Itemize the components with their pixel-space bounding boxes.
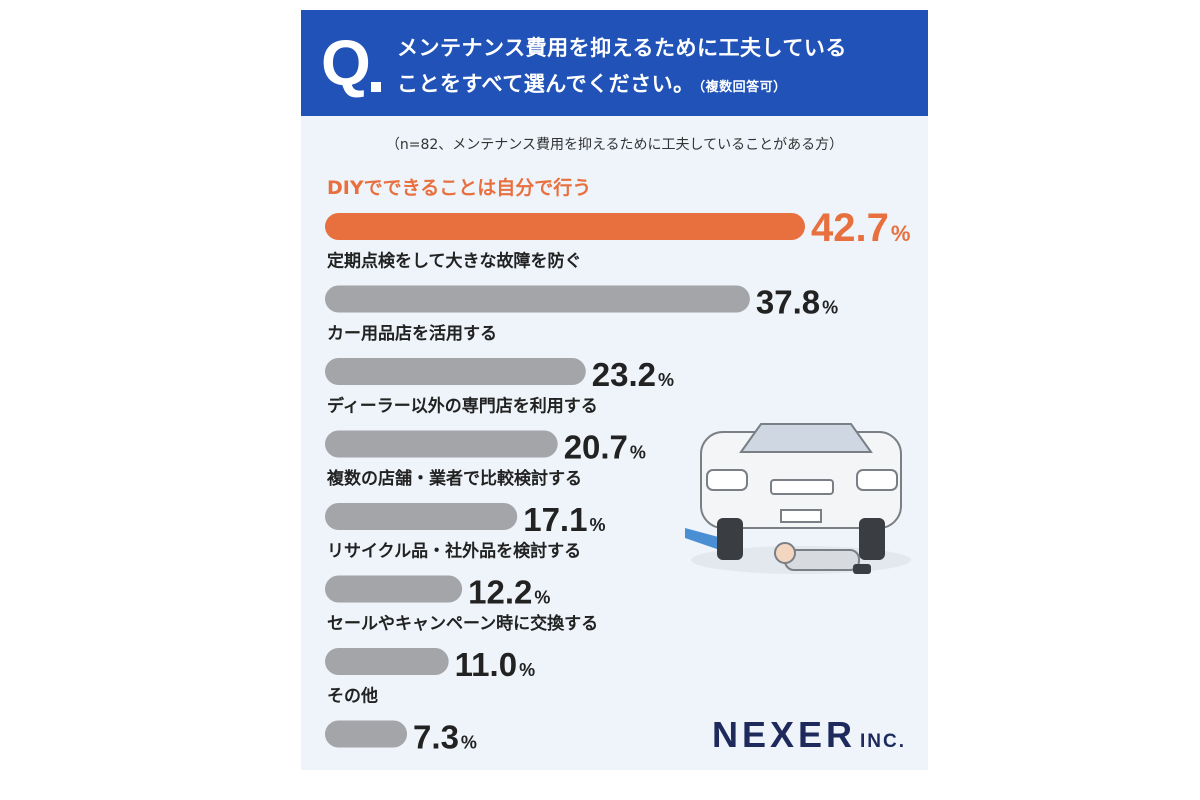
value-label: 20.7%: [564, 429, 646, 466]
value-label: 37.8%: [756, 284, 838, 321]
value-unit: %: [519, 660, 535, 680]
value-unit: %: [891, 221, 911, 246]
value-number: 20.7: [564, 429, 628, 466]
category-label: DIYでできることは自分で行う: [327, 176, 591, 199]
survey-card: Q メンテナンス費用を抑えるために工夫している ことをすべて選んでください。 （複…: [301, 10, 928, 770]
category-label: カー用品店を活用する: [327, 323, 497, 344]
value-label: 42.7%: [811, 206, 910, 250]
value-unit: %: [822, 298, 838, 318]
value-label: 12.2%: [468, 574, 550, 611]
value-label: 7.3%: [413, 719, 477, 756]
car-mechanic-illustration: [685, 423, 911, 574]
value-number: 42.7: [811, 206, 889, 250]
bar-chart: DIYでできることは自分で行う 42.7% 定期点検をして大きな故障を防ぐ 37.8%…: [325, 176, 910, 756]
brand-logo: NEXER INC.: [712, 714, 906, 756]
category-label: 複数の店舗・業者で比較検討する: [326, 468, 582, 489]
value-unit: %: [658, 370, 674, 390]
sample-note: （n=82、メンテナンス費用を抑えるために工夫していることがある方）: [385, 137, 844, 153]
value-number: 12.2: [468, 574, 532, 611]
value-label: 23.2%: [592, 356, 674, 393]
category-label: リサイクル品・社外品を検討する: [327, 541, 581, 562]
bar: [325, 430, 558, 458]
question-dot-icon: [371, 82, 381, 92]
question-letter: Q: [321, 27, 371, 99]
category-label: その他: [327, 686, 378, 707]
category-label: セールやキャンペーン時に交換する: [327, 613, 598, 634]
bar: [325, 648, 449, 675]
value-unit: %: [534, 588, 550, 608]
mechanic-icon: [774, 542, 871, 574]
bar: [325, 213, 805, 240]
value-number: 37.8: [756, 284, 820, 321]
question-header: Q メンテナンス費用を抑えるために工夫している ことをすべて選んでください。 （複…: [301, 10, 928, 116]
value-unit: %: [461, 733, 477, 753]
category-label: ディーラー以外の専門店を利用する: [327, 396, 598, 417]
bar: [325, 285, 750, 313]
value-unit: %: [630, 443, 646, 463]
value-label: 11.0%: [455, 646, 535, 683]
brand-suffix: INC.: [860, 731, 907, 752]
value-number: 7.3: [413, 719, 459, 756]
brand-name: NEXER: [712, 714, 857, 755]
value-label: 17.1%: [523, 501, 605, 538]
question-note: （複数回答可）: [698, 80, 787, 95]
bar: [325, 503, 518, 530]
bar: [325, 720, 408, 748]
value-number: 23.2: [592, 356, 656, 393]
question-text-line2: ことをすべて選んでください。 （複数回答可）: [397, 68, 787, 98]
question-text-line2-main: ことをすべて選んでください。: [397, 72, 695, 96]
value-number: 17.1: [523, 501, 587, 538]
question-text-line1: メンテナンス費用を抑えるために工夫している: [397, 36, 847, 60]
category-label: 定期点検をして大きな故障を防ぐ: [327, 251, 582, 272]
value-unit: %: [589, 515, 605, 535]
bar: [325, 575, 463, 603]
value-number: 11.0: [455, 646, 517, 683]
bar: [325, 358, 586, 385]
